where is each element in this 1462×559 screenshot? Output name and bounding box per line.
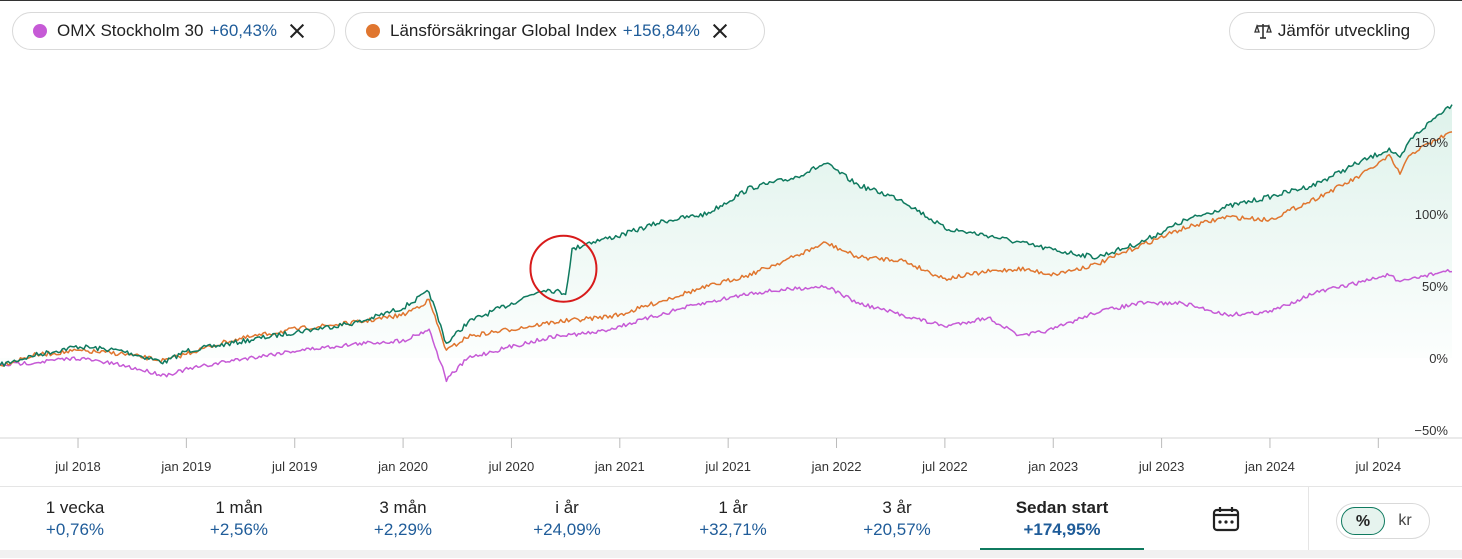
legend-chip-lf-global[interactable]: Länsförsäkringar Global Index +156,84% xyxy=(345,12,765,50)
period-1-year[interactable]: 1 år +32,71% xyxy=(658,497,808,541)
series-line-1 xyxy=(0,131,1453,367)
series-color-dot xyxy=(33,24,47,38)
period-value: +174,95% xyxy=(1023,520,1101,539)
period-label: i år xyxy=(555,498,579,517)
x-tick-label: jul 2018 xyxy=(54,459,101,474)
period-label: 1 vecka xyxy=(45,498,105,517)
annotation-circle xyxy=(529,234,598,303)
period-value: +32,71% xyxy=(699,520,767,539)
period-1-month[interactable]: 1 mån +2,56% xyxy=(164,497,314,541)
calendar-icon[interactable] xyxy=(1211,504,1241,534)
y-tick-label: 50% xyxy=(1422,279,1448,294)
performance-chart: 150% 100% 50% 0% −50% jul 2018 jan 2019 jul 20… xyxy=(0,104,1462,474)
bottom-border xyxy=(0,550,1462,558)
series-area-fill xyxy=(0,104,1452,367)
compare-button[interactable]: Jämför utveckling xyxy=(1229,12,1435,50)
x-tick-label: jan 2019 xyxy=(160,459,211,474)
period-value: +0,76% xyxy=(45,520,105,539)
period-3-months[interactable]: 3 mån +2,29% xyxy=(328,497,478,541)
period-value: +20,57% xyxy=(863,520,931,539)
chip-change: +60,43% xyxy=(209,21,278,40)
x-tick-label: jul 2022 xyxy=(921,459,968,474)
close-icon[interactable] xyxy=(712,23,728,39)
chip-name: OMX Stockholm 30 xyxy=(57,21,204,40)
x-tick-label: jan 2022 xyxy=(811,459,862,474)
y-tick-label: 100% xyxy=(1415,207,1449,222)
unit-percent-option[interactable]: % xyxy=(1341,507,1385,535)
top-border xyxy=(0,0,1462,1)
unit-toggle: % kr xyxy=(1336,503,1430,539)
period-value: +24,09% xyxy=(533,520,601,539)
series-color-dot xyxy=(366,24,380,38)
y-tick-label: 150% xyxy=(1415,135,1449,150)
x-tick-label: jul 2020 xyxy=(488,459,535,474)
x-tick-label: jul 2024 xyxy=(1355,459,1402,474)
unit-kr-option[interactable]: kr xyxy=(1398,512,1412,529)
x-tick-label: jul 2019 xyxy=(271,459,318,474)
period-value: +2,29% xyxy=(373,520,433,539)
x-tick-label: jan 2020 xyxy=(377,459,428,474)
period-since-start[interactable]: Sedan start +174,95% xyxy=(987,497,1137,541)
x-tick-label: jan 2023 xyxy=(1027,459,1078,474)
period-value: +2,56% xyxy=(209,520,269,539)
y-tick-label: −50% xyxy=(1414,423,1448,438)
chip-name: Länsförsäkringar Global Index xyxy=(390,21,617,40)
y-tick-label: 0% xyxy=(1429,351,1448,366)
period-label: 1 mån xyxy=(215,498,263,517)
x-tick-label: jul 2023 xyxy=(1138,459,1185,474)
period-label: 3 år xyxy=(882,498,912,517)
period-label: Sedan start xyxy=(1015,498,1109,517)
series-line-0 xyxy=(0,104,1453,367)
legend-chip-omx[interactable]: OMX Stockholm 30 +60,43% xyxy=(12,12,335,50)
x-tick-label: jan 2021 xyxy=(594,459,645,474)
x-tick-label: jan 2024 xyxy=(1244,459,1295,474)
series-line-2 xyxy=(0,268,1453,383)
period-label: 3 mån xyxy=(379,498,427,517)
x-tick-label: jul 2021 xyxy=(704,459,751,474)
divider xyxy=(1308,487,1309,551)
compare-label: Jämför utveckling xyxy=(1277,21,1411,40)
scale-icon xyxy=(1253,23,1272,39)
period-3-years[interactable]: 3 år +20,57% xyxy=(822,497,972,541)
chip-change: +156,84% xyxy=(622,21,700,40)
period-1-week[interactable]: 1 vecka +0,76% xyxy=(0,497,150,541)
period-selector: 1 vecka +0,76% 1 mån +2,56% 3 mån +2,29%… xyxy=(0,486,1462,559)
active-period-underline xyxy=(980,548,1144,551)
period-label: 1 år xyxy=(718,498,748,517)
period-ytd[interactable]: i år +24,09% xyxy=(492,497,642,541)
close-icon[interactable] xyxy=(289,23,305,39)
